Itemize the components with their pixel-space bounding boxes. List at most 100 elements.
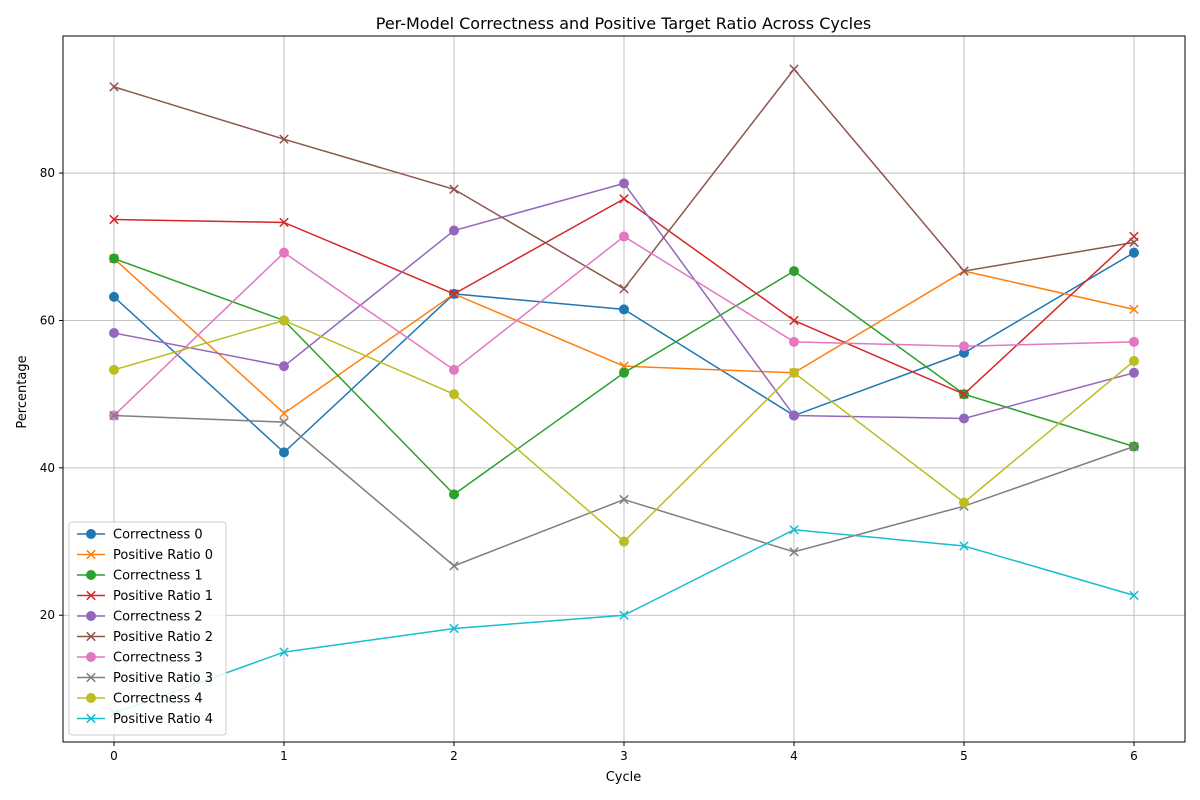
data-point bbox=[449, 389, 459, 400]
series-correctness-2 bbox=[109, 178, 1139, 424]
legend-box bbox=[68, 521, 227, 736]
data-point bbox=[109, 410, 119, 421]
data-point bbox=[279, 247, 289, 258]
data-point bbox=[619, 494, 629, 505]
chart-title: Per-Model Correctness and Positive Targe… bbox=[376, 14, 872, 33]
data-point bbox=[279, 315, 289, 326]
data-point bbox=[959, 497, 969, 508]
data-point bbox=[959, 266, 969, 276]
data-point bbox=[1129, 590, 1139, 601]
data-point bbox=[959, 341, 969, 352]
legend-entry: Positive Ratio 2 bbox=[77, 630, 213, 645]
legend-marker bbox=[86, 631, 96, 642]
x-tick-label: 2 bbox=[450, 749, 458, 763]
legend-marker bbox=[86, 590, 96, 601]
legend-label: Positive Ratio 0 bbox=[113, 548, 213, 563]
data-point bbox=[789, 336, 799, 347]
legend-entry: Positive Ratio 0 bbox=[77, 548, 213, 563]
data-point bbox=[1129, 441, 1139, 452]
x-axis-ticks: 0 1 2 3 4 5 6 bbox=[110, 742, 1138, 763]
data-point bbox=[959, 389, 969, 399]
data-point bbox=[789, 367, 799, 378]
x-tick-label: 3 bbox=[620, 749, 628, 763]
y-tick-label: 20 bbox=[40, 608, 55, 622]
data-point bbox=[279, 647, 289, 657]
legend-label: Positive Ratio 4 bbox=[113, 712, 213, 727]
data-point bbox=[789, 64, 799, 74]
series-positive-ratio-2 bbox=[109, 64, 1139, 294]
legend-marker bbox=[86, 693, 96, 703]
data-point bbox=[789, 266, 799, 277]
legend-entry: Correctness 0 bbox=[77, 528, 203, 543]
legend: Correctness 0 Positive Ratio 0 Correctness… bbox=[68, 521, 227, 736]
legend-entry: Correctness 3 bbox=[77, 651, 203, 666]
series-layer bbox=[109, 64, 1139, 718]
y-axis-label: Percentage bbox=[15, 355, 30, 428]
data-point bbox=[1129, 304, 1139, 315]
data-point bbox=[449, 184, 459, 195]
legend-marker bbox=[86, 611, 96, 621]
data-point bbox=[959, 541, 969, 551]
legend-marker bbox=[86, 713, 96, 724]
series-correctness-4 bbox=[109, 315, 1139, 547]
data-point bbox=[109, 364, 119, 375]
legend-entry: Positive Ratio 4 bbox=[77, 712, 213, 727]
data-point bbox=[279, 447, 289, 458]
data-point bbox=[109, 214, 119, 225]
y-tick-label: 80 bbox=[40, 166, 55, 180]
y-tick-label: 40 bbox=[40, 461, 55, 475]
data-point bbox=[619, 194, 629, 204]
data-point bbox=[619, 367, 629, 378]
data-point bbox=[449, 225, 459, 236]
data-point bbox=[619, 178, 629, 189]
legend-marker bbox=[86, 570, 96, 580]
legend-entry: Correctness 1 bbox=[77, 569, 203, 584]
legend-label: Positive Ratio 1 bbox=[113, 589, 213, 604]
data-point bbox=[1129, 367, 1139, 378]
data-point bbox=[789, 547, 799, 557]
data-point bbox=[449, 623, 459, 634]
legend-entry: Positive Ratio 3 bbox=[77, 671, 213, 686]
data-point bbox=[789, 315, 799, 326]
data-point bbox=[789, 410, 799, 421]
data-point bbox=[1129, 336, 1139, 347]
data-point bbox=[279, 417, 289, 427]
x-tick-label: 4 bbox=[790, 749, 798, 763]
data-point bbox=[449, 489, 459, 500]
data-point bbox=[1129, 355, 1139, 366]
data-point bbox=[619, 610, 629, 620]
legend-entry: Positive Ratio 1 bbox=[77, 589, 213, 604]
data-point bbox=[619, 304, 629, 315]
data-point bbox=[1129, 237, 1139, 248]
legend-label: Positive Ratio 3 bbox=[113, 671, 213, 686]
data-point bbox=[279, 361, 289, 372]
y-axis-ticks: 20 40 60 80 bbox=[40, 166, 63, 622]
data-point bbox=[449, 561, 459, 571]
grid bbox=[63, 36, 1185, 742]
data-point bbox=[109, 327, 119, 338]
x-tick-label: 0 bbox=[110, 749, 118, 763]
legend-entry: Correctness 2 bbox=[77, 610, 203, 625]
data-point bbox=[109, 82, 119, 92]
legend-label: Correctness 3 bbox=[113, 651, 203, 666]
x-tick-label: 1 bbox=[280, 749, 288, 763]
legend-label: Correctness 2 bbox=[113, 610, 203, 625]
y-tick-label: 60 bbox=[40, 313, 55, 327]
legend-label: Correctness 0 bbox=[113, 528, 203, 543]
data-point bbox=[109, 253, 119, 264]
data-point bbox=[1129, 247, 1139, 258]
data-point bbox=[959, 413, 969, 424]
data-point bbox=[789, 525, 799, 535]
legend-label: Correctness 4 bbox=[113, 692, 203, 707]
data-point bbox=[279, 217, 289, 228]
legend-marker bbox=[86, 672, 96, 683]
data-point bbox=[619, 536, 629, 547]
legend-label: Correctness 1 bbox=[113, 569, 203, 584]
data-point bbox=[279, 408, 289, 419]
legend-entry: Correctness 4 bbox=[77, 692, 203, 707]
x-tick-label: 6 bbox=[1130, 749, 1138, 763]
legend-marker bbox=[86, 652, 96, 662]
legend-label: Positive Ratio 2 bbox=[113, 630, 213, 645]
data-point bbox=[449, 364, 459, 375]
